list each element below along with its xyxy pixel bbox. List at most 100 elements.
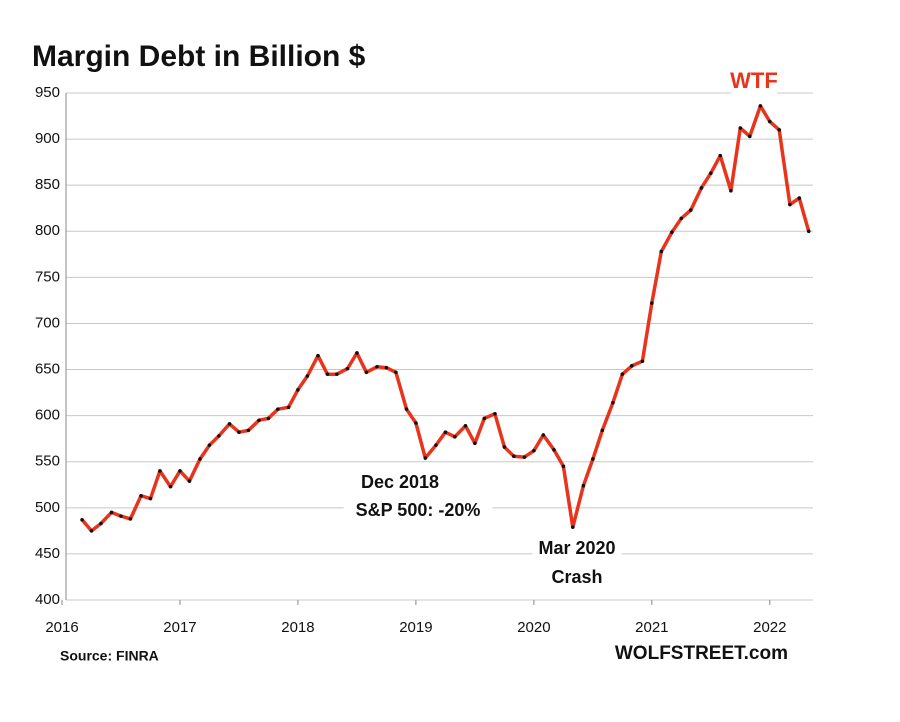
y-tick-label: 800 [35,222,60,239]
point [257,418,261,423]
point [463,423,468,428]
point [394,370,398,375]
point [207,443,212,447]
point [423,456,428,460]
point [473,441,477,446]
point [561,464,566,469]
point [788,202,792,207]
source: Source: FINRA [60,648,159,664]
point [620,372,625,376]
annotation: S&P 500: -20% [356,500,481,520]
annotation: WTF [730,68,778,93]
point [158,469,162,473]
point [600,428,605,433]
y-tick-label: 850 [35,176,60,193]
annotation: Dec 2018 [361,472,439,492]
x-tick-label: 2019 [399,619,432,636]
point [699,186,704,190]
point [522,455,527,459]
point [325,372,330,376]
point [709,171,713,175]
point [99,521,103,526]
y-tick-label: 550 [35,453,60,470]
point [591,457,595,461]
y-tick-label: 500 [35,499,60,516]
y-tick-label: 900 [35,130,60,147]
point [434,443,438,447]
point [541,433,546,437]
point [502,445,507,449]
y-tick-label: 650 [35,361,60,378]
annotation-bg [730,67,778,97]
point [168,484,173,489]
annotation-bg [343,499,493,523]
point [679,216,684,221]
point [364,370,369,375]
point [237,430,241,435]
point [797,196,802,200]
x-tick-label: 2017 [163,619,196,636]
point [552,447,556,452]
point [581,483,586,488]
y-tick-label: 950 [35,84,60,101]
annotation-bg [355,471,445,495]
point [296,388,300,392]
x-tick-label: 2020 [517,619,550,636]
point [532,448,536,453]
point [139,494,143,498]
point [404,407,409,411]
point [148,496,153,501]
line [80,104,811,533]
annotation-bg [547,566,607,590]
point [611,400,615,405]
point [335,372,339,376]
point [345,366,350,371]
point [512,454,516,458]
point [738,126,743,130]
point [384,365,389,370]
credit: WOLFSTREET.com [615,643,788,664]
y-tick-label: 600 [35,407,60,424]
point [246,428,251,433]
annotation: Crash [551,567,602,587]
annotation-bg [532,537,622,561]
point [806,229,811,234]
point [650,301,654,305]
point [670,230,674,234]
point [768,119,772,124]
point [571,525,575,529]
point [629,364,634,368]
x-tick-label: 2022 [753,619,786,636]
point [286,405,291,410]
point [493,411,497,416]
point [443,430,448,435]
point [659,249,664,254]
point [187,479,192,483]
x-tick-label: 2021 [635,619,668,636]
point [128,517,133,521]
point [178,469,182,473]
point [729,188,733,193]
annotation: Mar 2020 [538,538,615,558]
point [217,434,221,438]
point [482,416,487,421]
y-tick-label: 750 [35,268,60,285]
x-tick-label: 2016 [45,619,78,636]
point [414,421,418,425]
point [640,359,645,364]
x-tick-label: 2018 [281,619,314,636]
point [276,407,280,411]
point [305,374,310,378]
point [119,514,123,518]
point [355,351,359,355]
point [688,208,693,212]
y-tick-label: 450 [35,545,60,562]
point [80,518,84,522]
point [747,134,752,139]
point [718,153,723,158]
point [227,422,232,426]
point [758,104,763,108]
point [316,353,320,358]
point [777,128,782,132]
